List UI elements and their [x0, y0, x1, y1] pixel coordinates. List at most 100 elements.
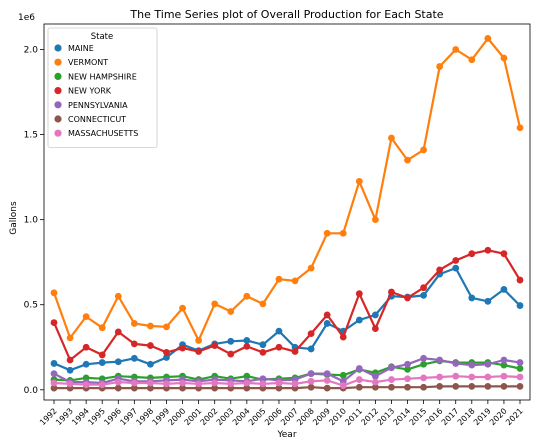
data-point-massachusetts [259, 380, 267, 388]
data-point-new-york [50, 319, 58, 326]
data-point-connecticut [307, 383, 315, 391]
data-point-new-york [307, 330, 315, 338]
legend-marker-connecticut [54, 115, 62, 123]
x-tick-label: 2012 [359, 406, 380, 427]
data-point-connecticut [436, 382, 444, 390]
series-line-maine [53, 267, 521, 372]
data-point-pennsylvania [404, 360, 411, 368]
legend-label-new-hampshire: NEW HAMPSHIRE [68, 72, 137, 81]
data-point-connecticut [420, 383, 427, 391]
data-point-vermont [227, 308, 235, 315]
data-point-connecticut [147, 384, 154, 392]
data-point-new-york [339, 333, 347, 341]
data-point-new-york [388, 288, 395, 296]
x-tick-label: 2016 [424, 406, 445, 427]
legend-label-massachusetts: MASSACHUSETTS [68, 129, 138, 138]
series-line-pennsylvania [53, 357, 521, 385]
data-point-vermont [114, 292, 122, 300]
data-point-pennsylvania [484, 360, 492, 368]
x-tick-label: 2018 [456, 406, 477, 427]
data-point-vermont [420, 146, 427, 154]
data-point-massachusetts [195, 380, 203, 388]
data-point-pennsylvania [323, 370, 331, 378]
y-tick-label: 0.5 [24, 301, 38, 311]
data-point-massachusetts [484, 373, 492, 381]
data-point-vermont [404, 156, 411, 164]
legend-box [47, 27, 158, 148]
data-point-maine [227, 337, 235, 345]
data-point-massachusetts [355, 376, 363, 383]
legend-label-pennsylvania: PENNSYLVANIA [68, 101, 128, 110]
series-line-connecticut [54, 385, 520, 390]
x-tick-label: 2001 [183, 406, 204, 427]
data-point-vermont [468, 56, 476, 64]
data-point-vermont [179, 304, 186, 312]
legend-label-connecticut: CONNECTICUT [68, 115, 126, 124]
data-point-massachusetts [98, 381, 106, 389]
data-point-maine [243, 337, 251, 344]
data-point-maine [66, 366, 74, 374]
data-point-maine [50, 360, 58, 367]
data-point-vermont [259, 300, 267, 308]
plot-frame [43, 23, 531, 401]
data-point-new-york [275, 343, 283, 351]
x-tick-label: 2000 [167, 406, 188, 427]
data-point-pennsylvania [420, 354, 427, 362]
x-tick-label: 1997 [118, 406, 139, 427]
data-point-connecticut [130, 384, 138, 392]
x-tick-label: 2007 [279, 406, 300, 427]
x-tick-label: 2014 [392, 406, 413, 427]
data-point-connecticut [516, 382, 524, 390]
data-point-maine [355, 316, 363, 324]
x-tick-label: 1995 [86, 406, 107, 427]
data-point-new-hampshire [420, 360, 427, 368]
y-offset-label: 1e6 [18, 13, 35, 23]
data-point-pennsylvania [50, 370, 58, 378]
data-point-maine [452, 264, 460, 272]
data-point-massachusetts [420, 374, 427, 382]
x-axis-label: Year [276, 430, 296, 440]
data-point-vermont [436, 63, 444, 70]
x-tick-label: 2013 [375, 406, 396, 427]
data-point-vermont [339, 229, 347, 237]
data-point-connecticut [114, 384, 122, 392]
data-point-vermont [323, 229, 331, 237]
x-tick-label: 1999 [151, 406, 172, 427]
x-tick-label: 2006 [263, 406, 284, 427]
data-point-pennsylvania [516, 359, 524, 366]
data-point-maine [420, 291, 427, 299]
legend-marker-vermont [54, 58, 62, 66]
series-line-vermont [52, 37, 522, 342]
legend-marker-massachusetts [54, 129, 62, 137]
data-point-new-hampshire [500, 361, 508, 369]
data-point-new-york [147, 342, 154, 349]
data-point-vermont [98, 324, 106, 332]
data-point-pennsylvania [452, 360, 460, 367]
data-point-new-york [323, 311, 331, 319]
legend-label-vermont: VERMONT [68, 58, 108, 67]
data-point-new-hampshire [516, 365, 524, 372]
x-tick-label: 2009 [311, 406, 332, 427]
data-point-maine [323, 320, 331, 327]
data-point-massachusetts [66, 380, 74, 388]
data-point-maine [82, 360, 90, 368]
data-point-massachusetts [388, 376, 395, 383]
data-point-massachusetts [163, 380, 170, 388]
data-point-connecticut [275, 384, 283, 392]
x-tick-label: 2019 [472, 406, 493, 427]
data-point-vermont [307, 264, 315, 272]
data-point-massachusetts [227, 380, 235, 388]
data-point-pennsylvania [259, 375, 267, 383]
data-point-massachusetts [179, 379, 186, 387]
data-point-vermont [50, 289, 58, 297]
data-point-vermont [195, 337, 203, 344]
chart-title: The Time Series plot of Overall Producti… [129, 8, 443, 21]
x-tick-label: 1992 [38, 406, 59, 427]
data-point-massachusetts [243, 379, 251, 387]
data-point-pennsylvania [500, 356, 508, 364]
data-point-massachusetts [291, 380, 299, 388]
data-point-vermont [163, 323, 170, 331]
y-tick-label: 1.5 [24, 131, 38, 141]
data-point-vermont [388, 134, 395, 142]
data-point-new-york [114, 328, 122, 336]
